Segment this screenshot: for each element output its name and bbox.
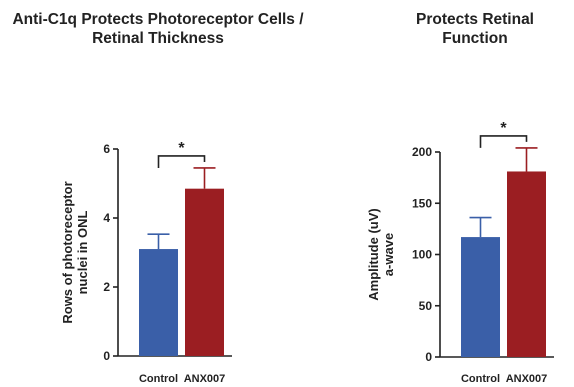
y-tick-label: 6 xyxy=(103,142,110,156)
bar-anx007 xyxy=(185,188,224,356)
bar-control xyxy=(139,249,178,356)
category-label: Control xyxy=(461,373,500,385)
y-axis-label-line: Amplitude (uV) xyxy=(366,208,381,300)
significance-bracket xyxy=(157,155,206,168)
category-label: Control xyxy=(139,373,178,385)
chart-1-title: Anti-C1q Protects Photoreceptor Cells / … xyxy=(12,11,304,47)
y-tick-label: 0 xyxy=(103,349,110,363)
y-tick-label: 50 xyxy=(419,299,433,313)
y-tick-label: 2 xyxy=(103,280,110,294)
bar-control xyxy=(461,237,500,357)
y-tick-label: 200 xyxy=(412,145,432,159)
chart-2-title: Protects Retinal Function xyxy=(415,11,534,47)
significance-bracket xyxy=(479,135,528,148)
significance-marker: * xyxy=(500,120,507,137)
y-axis-label-line: a-wave xyxy=(381,233,396,276)
y-axis-label-2: Amplitude (uV)a-wave xyxy=(366,208,396,300)
category-label: ANX007 xyxy=(506,373,548,385)
y-tick-label: 150 xyxy=(412,196,432,210)
y-tick-label: 4 xyxy=(103,211,110,225)
y-tick-label: 100 xyxy=(412,248,432,262)
significance-marker: * xyxy=(178,140,185,157)
bar-anx007 xyxy=(507,171,546,357)
y-axis-label-1: Rows of photoreceptornuclei in ONL xyxy=(60,181,90,323)
y-tick-label: 0 xyxy=(425,350,432,364)
category-label: ANX007 xyxy=(184,373,226,385)
y-axis-label-line: nuclei in ONL xyxy=(75,211,90,295)
y-axis-label-line: Rows of photoreceptor xyxy=(60,181,75,323)
